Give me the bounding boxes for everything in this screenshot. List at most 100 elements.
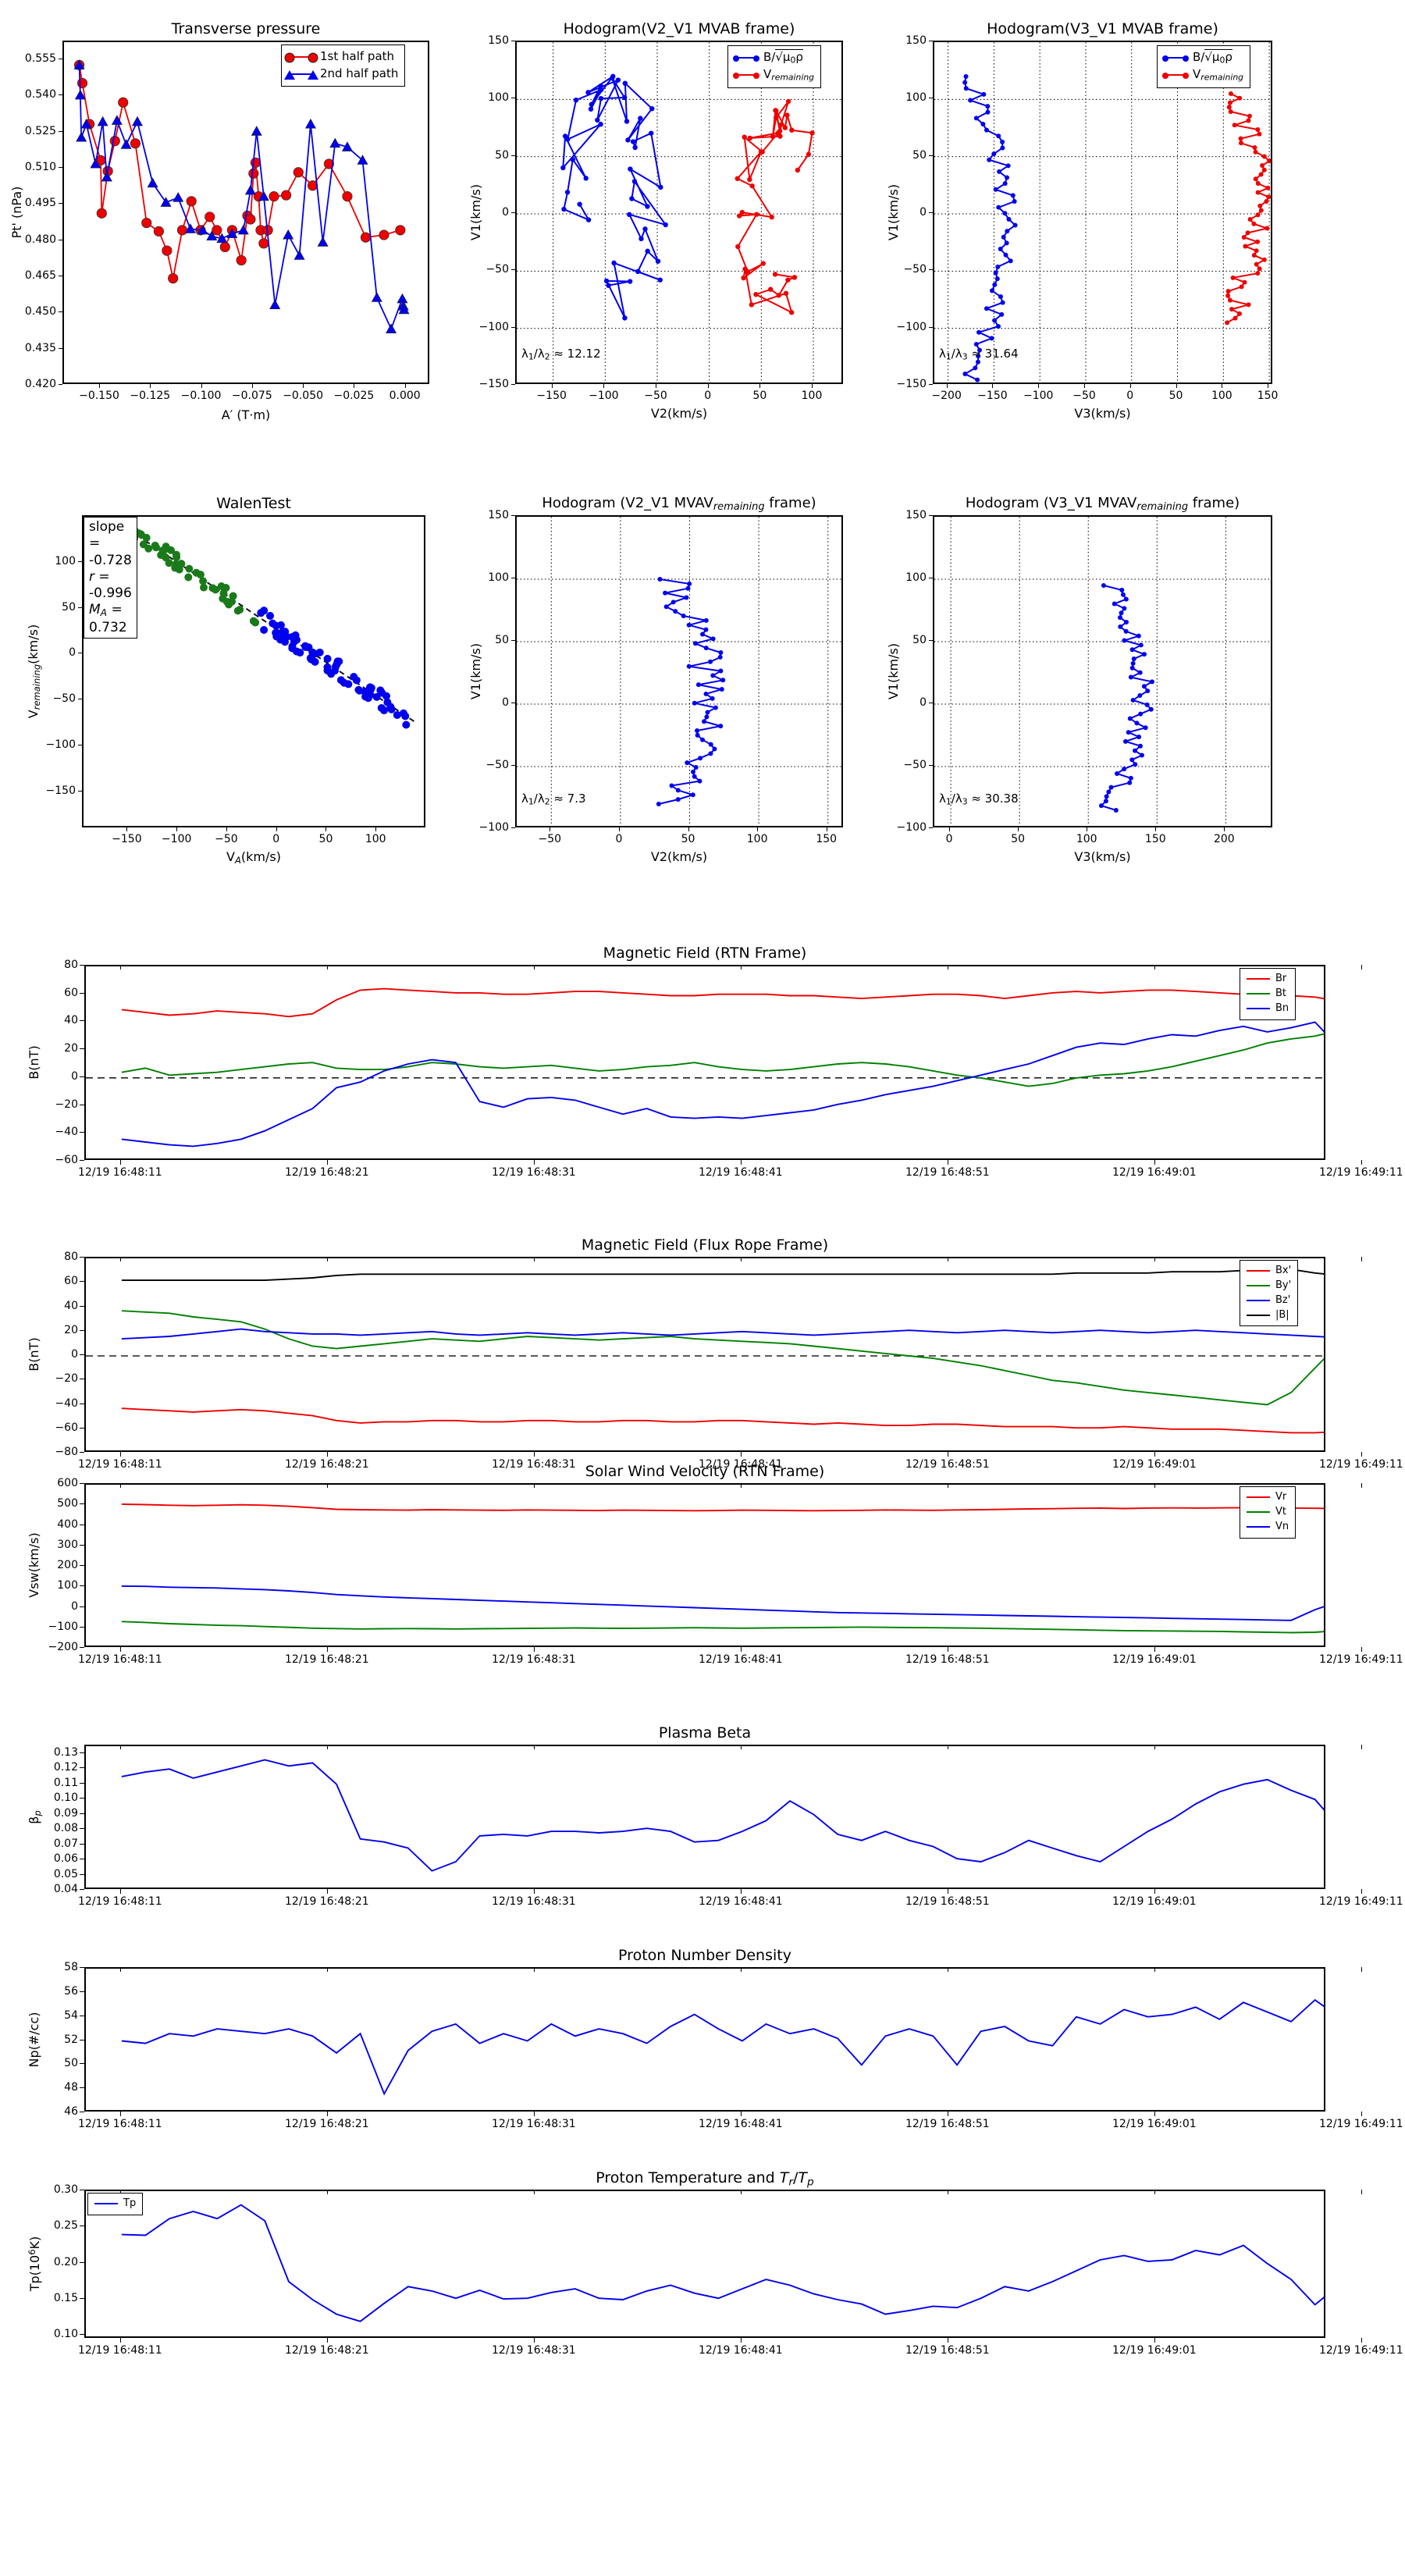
- data-point: [621, 94, 628, 101]
- ytick-label: 20: [64, 1042, 78, 1055]
- ytickmark: [59, 311, 62, 313]
- data-point: [1266, 194, 1271, 200]
- data-point: [1246, 118, 1251, 123]
- data-point: [991, 151, 997, 157]
- series-line: [1100, 585, 1154, 811]
- data-point: [301, 642, 310, 650]
- data-point: [1119, 587, 1125, 592]
- data-point-circle: [219, 241, 230, 253]
- legend-transverse-pressure: 1st half path 2nd half path: [281, 44, 406, 87]
- ytick-label: 200: [57, 1559, 78, 1571]
- ytickmark: [80, 1281, 84, 1283]
- xtick-label: 12/19 16:49:11: [1319, 1653, 1403, 1666]
- data-point: [747, 176, 752, 183]
- data-point: [1261, 167, 1267, 173]
- ytick-label: 400: [57, 1517, 78, 1531]
- annotation-eigenvalue-ratio: λ1/λ2 ≈ 7.3: [521, 792, 586, 807]
- xtickmark: [119, 1160, 121, 1165]
- data-point: [1129, 665, 1135, 671]
- data-point: [1255, 181, 1261, 187]
- xtickmark-top: [1361, 1257, 1362, 1261]
- ytickmark: [80, 992, 84, 994]
- xtickmark: [326, 1452, 328, 1457]
- data-point: [708, 742, 713, 747]
- data-point: [208, 584, 217, 592]
- ytick-label: 150: [488, 34, 509, 47]
- xtickmark: [375, 827, 377, 831]
- ytickmark: [80, 1257, 84, 1258]
- ytickmark: [80, 1305, 84, 1307]
- xtickmark: [1361, 1452, 1362, 1457]
- legend-label: 1st half path: [320, 49, 395, 63]
- ytick-label: −40: [55, 1397, 78, 1410]
- data-point: [144, 544, 153, 553]
- xtick-label: 12/19 16:48:41: [699, 2118, 783, 2130]
- data-point: [283, 632, 291, 641]
- data-point: [658, 184, 663, 190]
- data-point: [1253, 176, 1258, 182]
- legend-marker: [753, 73, 759, 80]
- data-point: [1138, 642, 1144, 648]
- data-point: [251, 618, 260, 627]
- ytickmark: [929, 384, 933, 385]
- ytick-label: 46: [64, 2105, 78, 2118]
- legend-line: [1247, 1496, 1270, 1499]
- data-point: [361, 692, 370, 701]
- data-point: [697, 778, 702, 784]
- xtickmark: [1361, 2112, 1362, 2116]
- data-point: [1254, 248, 1259, 254]
- data-point: [1120, 592, 1126, 597]
- xtickmark: [533, 1160, 535, 1165]
- xtickmark: [119, 2112, 121, 2116]
- data-point: [624, 119, 630, 124]
- title-magnetic-field-flux-rope: Magnetic Field (Flux Rope Frame): [581, 1236, 829, 1254]
- data-point: [185, 564, 194, 573]
- data-point-circle: [162, 245, 173, 256]
- legend-marker: [733, 55, 739, 62]
- data-point: [1225, 320, 1230, 326]
- data-point: [1000, 139, 1005, 144]
- data-point-circle: [323, 158, 335, 169]
- ytickmark: [511, 269, 515, 271]
- data-point: [560, 165, 566, 171]
- data-point: [1010, 193, 1016, 198]
- ytick-label: −100: [45, 738, 76, 752]
- ytick-label: −100: [896, 320, 927, 333]
- legend-row: Vt: [1247, 1505, 1289, 1520]
- data-point-triangle: [371, 292, 382, 302]
- xtickmark: [1361, 2338, 1362, 2343]
- xtickmark: [404, 384, 406, 388]
- xtickmark-top: [1154, 2190, 1155, 2194]
- ytickmark: [511, 326, 515, 328]
- data-point: [1265, 185, 1271, 190]
- data-point: [1137, 670, 1143, 675]
- data-point-triangle: [160, 197, 172, 207]
- data-point: [770, 133, 776, 140]
- series-line: [121, 1328, 1324, 1340]
- data-point: [142, 533, 151, 542]
- data-point: [598, 122, 603, 127]
- series-line: [121, 1503, 1324, 1512]
- legend-label: B/√μ0ρ: [1193, 49, 1232, 66]
- plot-canvas: [121, 1759, 1324, 1872]
- data-point: [695, 732, 700, 738]
- legend-row: Vn: [1247, 1520, 1289, 1535]
- data-point: [739, 209, 745, 215]
- xtickmark-top: [740, 1745, 742, 1749]
- xtick-label: −150: [112, 833, 142, 845]
- data-point: [656, 802, 661, 806]
- legend-hodo-v3v1-mvab: B/√μ0ρ Vremaining: [1157, 45, 1251, 88]
- data-point: [742, 266, 748, 272]
- xtickmark: [740, 1889, 742, 1894]
- xtick-label: 12/19 16:48:41: [699, 1166, 783, 1179]
- xtick-label: 12/19 16:48:31: [492, 1166, 576, 1179]
- data-point: [995, 324, 1001, 329]
- xtick-label: 12/19 16:48:21: [285, 1895, 369, 1908]
- data-point: [1123, 628, 1129, 634]
- data-point: [1098, 803, 1104, 809]
- series-line: [121, 1585, 1324, 1621]
- ytick-label: 100: [488, 571, 509, 584]
- data-point: [323, 654, 332, 663]
- xtick-label: 12/19 16:48:41: [699, 1895, 783, 1908]
- data-point: [598, 95, 604, 101]
